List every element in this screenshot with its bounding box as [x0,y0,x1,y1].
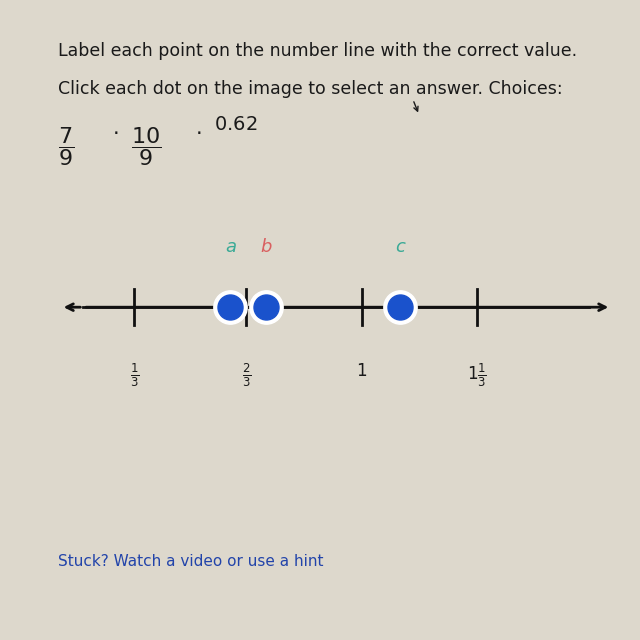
Text: Click each dot on the image to select an answer. Choices:: Click each dot on the image to select an… [58,80,562,98]
Text: $0.62$: $0.62$ [214,115,258,134]
Text: a: a [225,238,236,256]
Text: $\frac{2}{3}$: $\frac{2}{3}$ [242,362,251,389]
Text: Stuck? Watch a video or use a hint: Stuck? Watch a video or use a hint [58,554,323,568]
Text: $1$: $1$ [356,362,367,380]
Text: $\frac{1}{3}$: $\frac{1}{3}$ [130,362,139,389]
Text: $\dfrac{7}{9}$: $\dfrac{7}{9}$ [58,125,74,168]
Text: Label each point on the number line with the correct value.: Label each point on the number line with… [58,42,577,60]
Text: c: c [395,238,405,256]
Text: $\dfrac{10}{9}$: $\dfrac{10}{9}$ [131,125,161,168]
Text: $\cdot$: $\cdot$ [195,122,202,141]
Text: $\cdot$: $\cdot$ [112,122,118,141]
Text: $1\frac{1}{3}$: $1\frac{1}{3}$ [467,362,487,389]
Text: b: b [260,238,271,256]
